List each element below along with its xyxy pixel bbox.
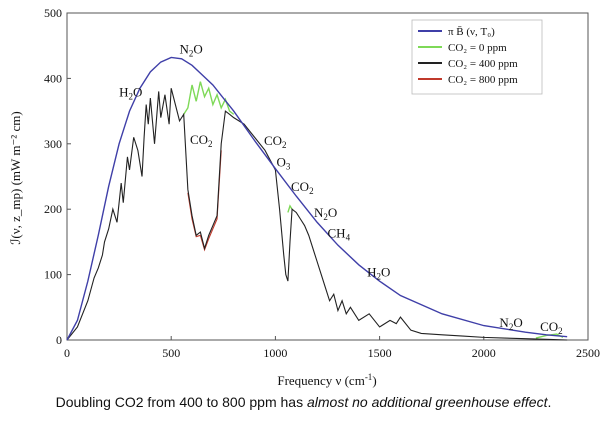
annotation-label: CH4 — [328, 225, 351, 242]
annotation-label: N2O — [180, 42, 203, 59]
series-line-co2-800ppm — [187, 150, 222, 252]
y-axis-title: ℐ(ν, z_mp) (mW m⁻² cm) — [8, 111, 23, 244]
legend: π B̄ (ν, T₀) CO₂ = 0 ppm CO₂ = 400 ppm CO₂ … — [411, 19, 543, 95]
x-tick-label: 0 — [64, 346, 70, 360]
series-layer — [66, 56, 568, 341]
x-tick-label: 2000 — [472, 346, 496, 360]
x-axis-title-main: Frequency ν (cm — [277, 373, 364, 388]
caption-plain: Doubling CO2 from 400 to 800 ppm has — [55, 394, 307, 410]
y-tick-label: 200 — [44, 202, 62, 216]
annotation-label: CO2 — [291, 179, 314, 196]
series-line-co2-400ppm — [66, 88, 568, 341]
annotation-label: N2O — [314, 205, 337, 222]
legend-box — [411, 19, 543, 95]
y-tick-label: 100 — [44, 268, 62, 282]
y-tick-label: 0 — [56, 333, 62, 347]
y-axis-ticks: 0 100 200 300 400 500 — [44, 6, 71, 347]
x-tick-label: 500 — [162, 346, 180, 360]
annotation-label: O3 — [276, 155, 290, 172]
x-tick-label: 2500 — [576, 346, 600, 360]
caption: Doubling CO2 from 400 to 800 ppm has alm… — [0, 394, 607, 410]
series-line-co2-0ppm — [287, 204, 293, 213]
legend-entry-label: π B̄ (ν, T₀) — [448, 26, 495, 38]
series-line-planck — [66, 56, 568, 341]
legend-entry-label: CO₂ = 400 ppm — [448, 58, 518, 70]
annotation-label: N2O — [499, 315, 522, 332]
x-axis-title-sup: -1 — [365, 372, 373, 382]
x-tick-label: 1500 — [368, 346, 392, 360]
x-axis-ticks: 0 500 1000 1500 2000 2500 — [64, 336, 600, 360]
caption-end: . — [547, 394, 552, 410]
y-tick-label: 300 — [44, 137, 62, 151]
y-tick-label: 500 — [44, 6, 62, 20]
annotation-label: CO2 — [540, 319, 563, 336]
plot-frame — [66, 12, 589, 341]
series-line-co2-0ppm — [183, 81, 235, 115]
legend-entry-label: CO₂ = 0 ppm — [448, 42, 507, 54]
annotation-label: H2O — [367, 265, 390, 282]
x-axis-title: Frequency ν (cm-1) — [277, 372, 376, 388]
annotation-label: CO2 — [190, 132, 213, 149]
caption-italic: almost no additional greenhouse effect — [306, 394, 548, 410]
x-axis-title-end: ) — [372, 373, 376, 388]
annotation-label: CO2 — [264, 133, 287, 150]
chart: 0 100 200 300 400 500 0 500 1000 1500 2000 2500 N2… — [8, 6, 600, 388]
annotation-label: H2O — [119, 85, 142, 102]
y-tick-label: 400 — [44, 71, 62, 85]
legend-entry-label: CO₂ = 800 ppm — [448, 74, 518, 86]
x-tick-label: 1000 — [263, 346, 287, 360]
